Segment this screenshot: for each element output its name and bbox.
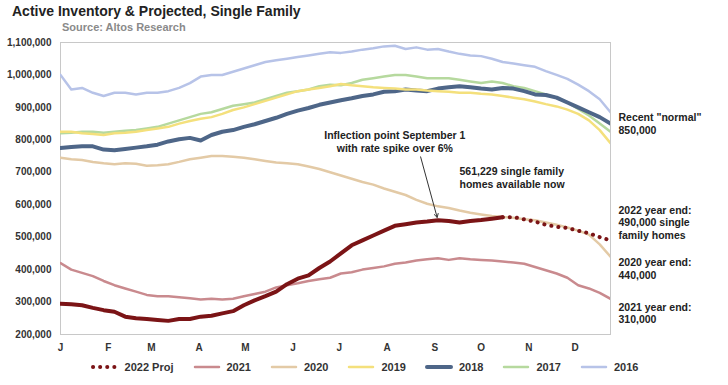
- svg-text:N: N: [525, 342, 532, 353]
- html-text:2017: 2017: [536, 361, 561, 373]
- html-text:2022 Proj: 2022 Proj: [124, 361, 174, 373]
- html-text:2021: 2021: [226, 361, 251, 373]
- svg-text:200,000: 200,000: [15, 329, 52, 340]
- svg-text:700,000: 700,000: [15, 166, 52, 177]
- svg-text:J: J: [290, 342, 296, 353]
- svg-text:M: M: [147, 342, 155, 353]
- svg-text:Inflection point September 1wi: Inflection point September 1with rate sp…: [324, 129, 465, 154]
- svg-text:1,000,000: 1,000,000: [7, 69, 52, 80]
- svg-text:561,229 single familyhomes ava: 561,229 single familyhomes available now: [460, 165, 566, 190]
- svg-text:800,000: 800,000: [15, 134, 52, 145]
- svg-text:500,000: 500,000: [15, 231, 52, 242]
- svg-text:Recent "normal"850,000: Recent "normal"850,000: [619, 111, 702, 136]
- html-text:2020: 2020: [304, 361, 329, 373]
- html-text:2018: 2018: [459, 361, 484, 373]
- html-text:2019: 2019: [381, 361, 406, 373]
- html-text:2016: 2016: [613, 361, 639, 373]
- svg-text:J: J: [337, 342, 343, 353]
- svg-text:300,000: 300,000: [15, 296, 52, 307]
- svg-text:2021 year end:310,000: 2021 year end:310,000: [619, 301, 692, 326]
- svg-text:S: S: [431, 342, 438, 353]
- svg-text:A: A: [384, 342, 391, 353]
- svg-text:O: O: [477, 342, 485, 353]
- svg-text:1,100,000: 1,100,000: [7, 37, 52, 48]
- html-text:Active Inventory & Projected,: Active Inventory & Projected, Single Fam…: [12, 3, 301, 19]
- svg-text:M: M: [241, 342, 249, 353]
- svg-text:F: F: [105, 342, 111, 353]
- html-text:Source: Altos Research: Source: Altos Research: [62, 21, 186, 33]
- svg-text:D: D: [571, 342, 578, 353]
- svg-text:2020 year end:440,000: 2020 year end:440,000: [619, 256, 692, 281]
- svg-text:J: J: [58, 342, 64, 353]
- svg-text:A: A: [196, 342, 203, 353]
- svg-text:900,000: 900,000: [15, 102, 52, 113]
- svg-text:600,000: 600,000: [15, 199, 52, 210]
- svg-text:400,000: 400,000: [15, 264, 52, 275]
- svg-text:2022 year end:490,000 singlefa: 2022 year end:490,000 singlefamily homes: [619, 204, 692, 241]
